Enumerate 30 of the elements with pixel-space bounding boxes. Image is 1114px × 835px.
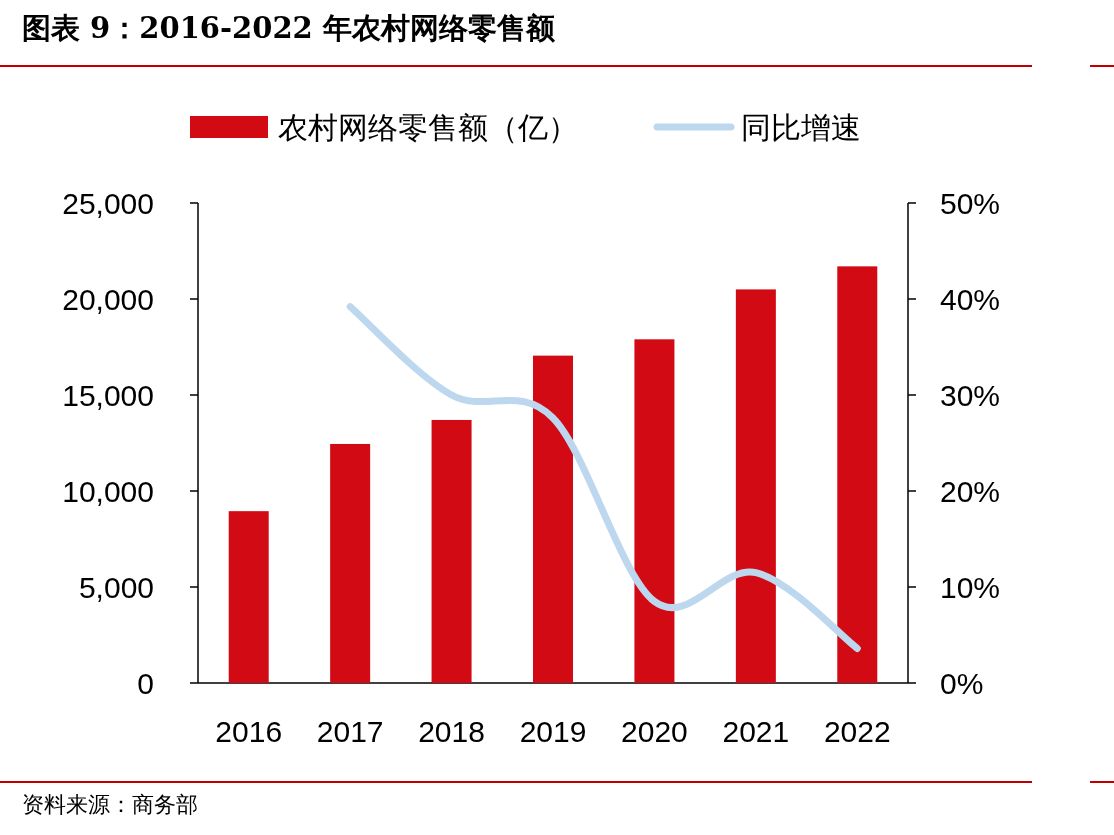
bar bbox=[735, 289, 776, 683]
y2-tick-label: 0% bbox=[940, 667, 984, 700]
y2-tick-label: 10% bbox=[940, 571, 1001, 604]
y2-tick-label: 50% bbox=[940, 187, 1001, 220]
x-tick-label: 2016 bbox=[215, 715, 283, 748]
x-tick-label: 2022 bbox=[823, 715, 891, 748]
y2-tick-label: 40% bbox=[940, 283, 1001, 316]
bar bbox=[837, 266, 878, 683]
bar bbox=[533, 355, 573, 683]
bar bbox=[228, 511, 269, 683]
y-tick-label: 20,000 bbox=[62, 283, 154, 316]
bar bbox=[431, 419, 472, 683]
x-tick-label: 2017 bbox=[316, 715, 384, 748]
y-tick-label: 25,000 bbox=[62, 187, 154, 220]
legend-label: 农村网络零售额（亿） bbox=[278, 111, 578, 144]
y2-tick-label: 30% bbox=[940, 379, 1001, 412]
y-tick-label: 5,000 bbox=[78, 571, 154, 604]
y-tick-label: 15,000 bbox=[62, 379, 154, 412]
y-tick-label: 0 bbox=[137, 667, 154, 700]
legend-label: 同比增速 bbox=[741, 111, 861, 144]
x-tick-label: 2019 bbox=[519, 715, 587, 748]
x-tick-label: 2020 bbox=[621, 715, 688, 748]
y-tick-label: 10,000 bbox=[62, 475, 154, 508]
x-tick-label: 2018 bbox=[418, 715, 485, 748]
x-tick-label: 2021 bbox=[722, 715, 790, 748]
y2-tick-label: 20% bbox=[940, 475, 1001, 508]
bar bbox=[634, 339, 675, 683]
chart-title: 图表 9：2016-2022 年农村网络零售额 bbox=[22, 11, 556, 45]
text: 资料来源：商务部 bbox=[22, 792, 198, 817]
bar bbox=[330, 443, 371, 683]
